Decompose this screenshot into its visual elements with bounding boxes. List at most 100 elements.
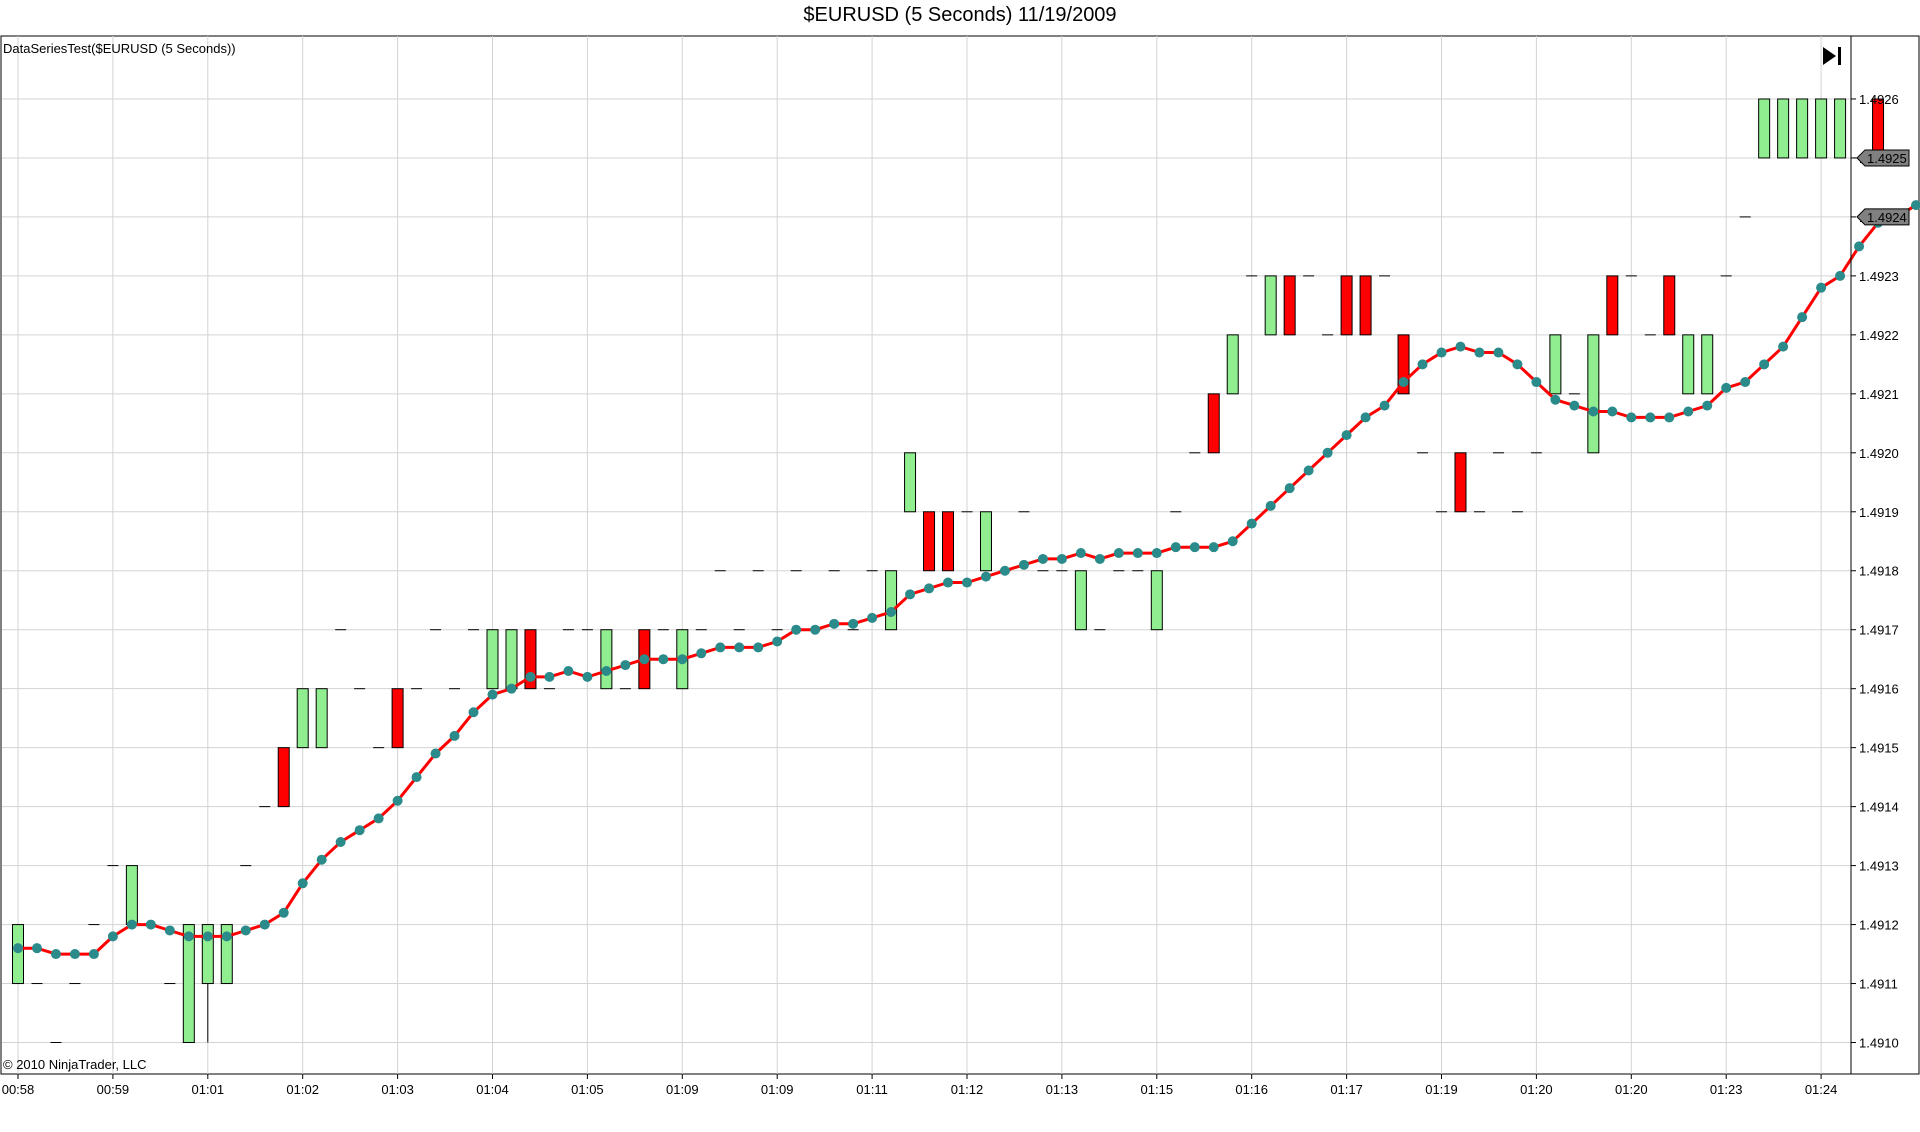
x-tick-label: 00:58 <box>2 1082 35 1097</box>
bar-body <box>1834 98 1847 159</box>
price-bar <box>1872 98 1885 159</box>
price-bar <box>885 570 898 631</box>
indicator-dot <box>867 612 878 623</box>
indicator-dot <box>1816 282 1827 293</box>
indicator-dot <box>810 624 821 635</box>
price-bar <box>1815 98 1828 159</box>
bar-body <box>1397 334 1410 395</box>
bar-body <box>220 924 233 985</box>
indicator-dot <box>905 589 916 600</box>
indicator-dot <box>1569 400 1580 411</box>
bar-body <box>1815 98 1828 159</box>
y-tick-label: 1.4912 <box>1859 918 1899 933</box>
price-bar <box>923 511 936 572</box>
indicator-dot <box>943 577 954 588</box>
indicator-dot <box>1588 406 1599 417</box>
x-tick-label: 01:09 <box>761 1082 794 1097</box>
bar-body <box>1758 98 1771 159</box>
bar-body <box>1283 275 1296 336</box>
bar-body <box>277 747 290 808</box>
price-bar <box>942 511 955 572</box>
indicator-dot <box>658 654 669 665</box>
x-tick-label: 01:23 <box>1710 1082 1743 1097</box>
x-tick-label: 01:24 <box>1805 1082 1838 1097</box>
bar-body <box>1777 98 1790 159</box>
bar-body <box>1150 570 1163 631</box>
indicator-dot <box>430 748 441 759</box>
indicator-dot <box>791 624 802 635</box>
y-tick-label: 1.4916 <box>1859 682 1899 697</box>
bar-body <box>1796 98 1809 159</box>
y-tick-label: 1.4910 <box>1859 1036 1899 1051</box>
indicator-dot <box>1607 406 1618 417</box>
indicator-dot <box>88 949 99 960</box>
indicator-dot <box>316 854 327 865</box>
price-bar <box>1796 98 1809 159</box>
indicator-dot <box>449 730 460 741</box>
price-bar <box>182 924 195 1044</box>
indicator-dot <box>1151 548 1162 559</box>
indicator-dot <box>829 618 840 629</box>
price-bar <box>220 924 233 985</box>
price-bar <box>1283 275 1296 336</box>
indicator-dot <box>1550 394 1561 405</box>
bar-body <box>12 924 24 985</box>
bar-body <box>505 629 518 690</box>
price-bar <box>201 924 214 1043</box>
price-bar <box>315 688 328 749</box>
bar-body <box>1549 334 1562 395</box>
bar-body <box>1359 275 1372 336</box>
bar-body <box>1682 334 1695 395</box>
indicator-dot <box>525 671 536 682</box>
bar-body <box>923 511 936 572</box>
indicator-dot <box>1778 341 1789 352</box>
price-bar <box>296 688 309 749</box>
price-bar <box>1264 275 1277 336</box>
price-bar <box>391 688 404 749</box>
price-bar <box>1549 334 1562 395</box>
bar-body <box>1207 393 1220 454</box>
price-bar <box>1207 393 1220 454</box>
indicator-dot <box>1265 500 1276 511</box>
indicator-dot <box>13 943 23 954</box>
indicator-dot <box>1189 542 1200 553</box>
price-bar <box>486 629 499 690</box>
indicator-dot <box>50 949 61 960</box>
chart-frame <box>0 35 1920 1075</box>
indicator-dot <box>259 919 270 930</box>
bar-body <box>1606 275 1619 336</box>
indicator-dot <box>1683 406 1694 417</box>
indicator-dot <box>1759 359 1770 370</box>
price-bar <box>1758 98 1771 159</box>
indicator-dot <box>164 925 175 936</box>
indicator-dot <box>1132 548 1143 559</box>
indicator-dot <box>1360 412 1371 423</box>
skip-to-end-icon[interactable] <box>1823 47 1841 65</box>
indicator-dot <box>278 907 289 918</box>
price-bars <box>12 98 1885 1044</box>
indicator-dot <box>1493 347 1504 358</box>
indicator-dot <box>1664 412 1675 423</box>
price-bar <box>1663 275 1676 336</box>
price-bar <box>1834 98 1847 159</box>
indicator-dot <box>1835 270 1846 281</box>
indicator-dot <box>696 648 707 659</box>
indicator-dot <box>1018 559 1029 570</box>
indicator-dot <box>31 943 42 954</box>
x-tick-label: 01:11 <box>856 1082 888 1097</box>
indicator-dot <box>1531 377 1542 388</box>
bar-body <box>182 924 195 1044</box>
indicator-dot <box>468 707 479 718</box>
indicator-dot <box>1417 359 1428 370</box>
indicator-dot <box>1322 447 1333 458</box>
y-tick-label: 1.4918 <box>1859 564 1899 579</box>
indicator-dot <box>1246 518 1257 529</box>
price-bar <box>524 629 537 690</box>
y-tick-label: 1.4911 <box>1859 977 1898 992</box>
indicator-dot <box>1797 312 1808 323</box>
bar-body <box>1074 570 1087 631</box>
price-bar <box>277 747 290 808</box>
indicator-dot <box>335 837 346 848</box>
copyright-label: © 2010 NinjaTrader, LLC <box>3 1057 147 1072</box>
